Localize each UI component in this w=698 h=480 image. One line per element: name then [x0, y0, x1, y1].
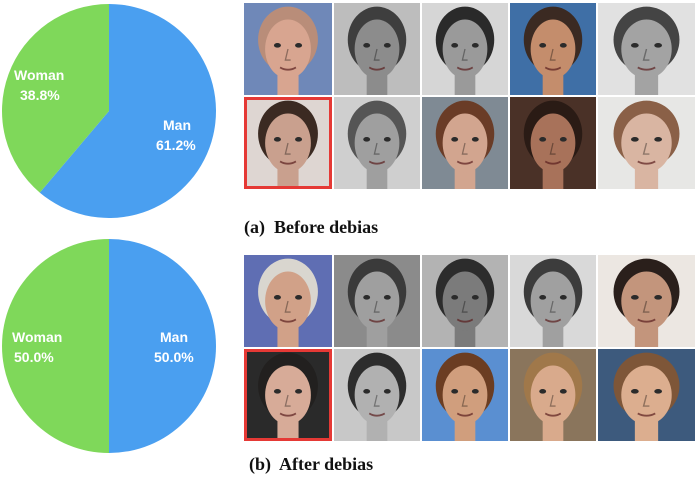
face-illustration: [334, 3, 420, 95]
caption-after: (b) After debias: [249, 454, 374, 474]
pie-slice-man: [109, 239, 216, 453]
face-image: [422, 97, 508, 189]
face-illustration: [334, 349, 420, 441]
pie-slice-woman: [2, 4, 109, 193]
pie-svg-after: Woman 50.0% Man 50.0%: [2, 239, 216, 453]
face-image: [244, 3, 332, 95]
face-grid-before: [244, 3, 696, 189]
face-image: [510, 255, 596, 347]
face-grid-after: [244, 255, 696, 441]
face-illustration: [422, 349, 508, 441]
face-image: [244, 255, 332, 347]
face-image: [334, 255, 420, 347]
face-illustration: [598, 255, 695, 347]
face-illustration: [510, 255, 596, 347]
face-illustration: [422, 3, 508, 95]
face-illustration: [598, 349, 695, 441]
face-illustration: [422, 255, 508, 347]
face-image: [598, 255, 695, 347]
face-image: [422, 255, 508, 347]
face-illustration: [422, 97, 508, 189]
face-image: [510, 349, 596, 441]
woman-label: Woman: [14, 67, 64, 83]
man-label: Man: [163, 117, 191, 133]
pie-svg-before: Woman 38.8% Man 61.2%: [2, 4, 217, 218]
face-image: [598, 3, 695, 95]
pie-slice-woman: [2, 239, 109, 453]
pie-chart-before: Woman 38.8% Man 61.2%: [0, 2, 218, 220]
face-image: [334, 349, 420, 441]
face-illustration: [510, 3, 596, 95]
woman-label: Woman: [12, 329, 62, 345]
highlighted-face-image: [244, 349, 332, 441]
face-illustration: [244, 255, 332, 347]
face-image: [334, 3, 420, 95]
man-percent: 61.2%: [156, 137, 196, 153]
pie-chart-after: Woman 50.0% Man 50.0%: [0, 237, 218, 455]
face-image: [598, 349, 695, 441]
face-illustration: [510, 97, 596, 189]
face-illustration: [244, 349, 332, 441]
highlighted-face-image: [244, 97, 332, 189]
face-illustration: [334, 255, 420, 347]
face-image: [422, 349, 508, 441]
face-image: [334, 97, 420, 189]
face-illustration: [598, 3, 695, 95]
woman-percent: 38.8%: [20, 87, 60, 103]
caption-before: (a) Before debias: [244, 217, 379, 237]
man-label: Man: [160, 329, 188, 345]
face-illustration: [244, 97, 332, 189]
face-image: [422, 3, 508, 95]
face-image: [510, 97, 596, 189]
pie-slice-man: [39, 4, 217, 218]
face-image: [598, 97, 695, 189]
woman-percent: 50.0%: [14, 349, 54, 365]
face-illustration: [244, 3, 332, 95]
face-illustration: [510, 349, 596, 441]
man-percent: 50.0%: [154, 349, 194, 365]
face-image: [510, 3, 596, 95]
face-illustration: [334, 97, 420, 189]
face-illustration: [598, 97, 695, 189]
